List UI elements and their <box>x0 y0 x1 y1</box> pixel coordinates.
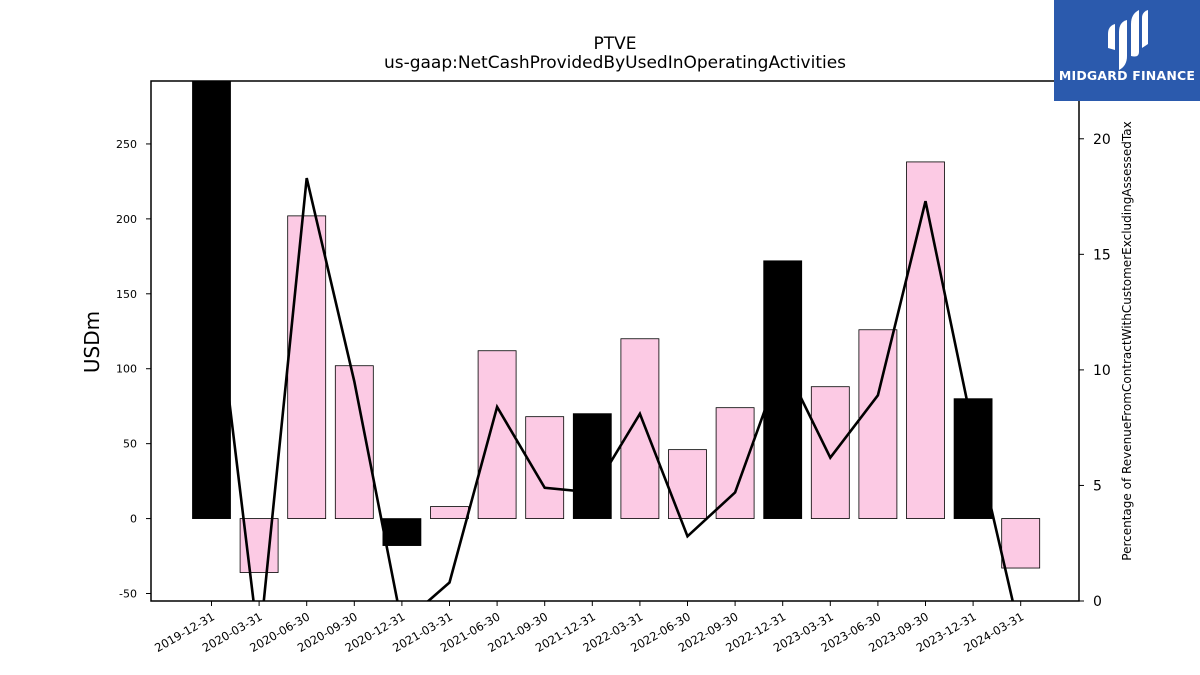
bar <box>810 386 850 519</box>
y-tick-label: 50 <box>123 438 137 451</box>
bar <box>477 350 517 519</box>
y-tick-label: 0 <box>130 513 137 526</box>
y-axis-label: USDm <box>80 311 104 373</box>
y2-tick-label: 20 <box>1093 132 1111 148</box>
bar <box>715 407 755 519</box>
line-series <box>210 177 1015 601</box>
bar <box>763 260 803 519</box>
bar <box>430 506 469 519</box>
midgard-logo-icon <box>1108 10 1148 70</box>
bar <box>192 81 231 519</box>
y2-tick-label: 15 <box>1093 247 1111 263</box>
plot-frame <box>150 80 1080 602</box>
brand-name: MIDGARD FINANCE <box>1058 68 1196 83</box>
bar <box>1001 518 1041 569</box>
bar <box>906 161 945 519</box>
bar <box>382 518 422 546</box>
bar <box>668 449 707 519</box>
y2-tick-label: 0 <box>1093 594 1102 610</box>
y-tick-label: 200 <box>116 213 137 226</box>
chart-subtitle: us-gaap:NetCashProvidedByUsedInOperating… <box>384 53 846 73</box>
chart-title: PTVE <box>593 34 636 54</box>
brand-logo: MIDGARD FINANCE <box>1054 0 1200 101</box>
bar <box>953 398 993 519</box>
y2-axis-label: Percentage of RevenueFromContractWithCus… <box>1120 121 1134 560</box>
y2-tick-label: 5 <box>1093 478 1102 494</box>
bar <box>287 215 327 519</box>
bar <box>620 338 660 519</box>
y-tick-label: -50 <box>119 588 137 601</box>
bar <box>858 329 898 519</box>
y-tick-label: 100 <box>116 363 137 376</box>
y2-tick-label: 10 <box>1093 363 1111 379</box>
y-tick-label: 150 <box>116 288 137 301</box>
bar-series <box>192 81 1041 573</box>
bar <box>572 413 612 519</box>
bar <box>334 365 374 519</box>
y-tick-label: 250 <box>116 138 137 151</box>
